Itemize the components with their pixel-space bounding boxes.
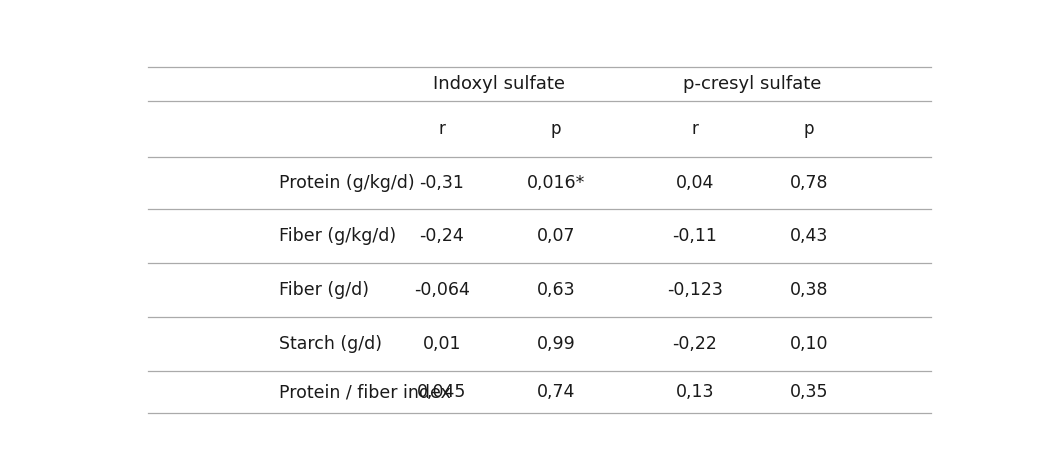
Text: Fiber (g/kg/d): Fiber (g/kg/d)	[278, 227, 396, 245]
Text: 0,10: 0,10	[790, 336, 829, 353]
Text: 0,43: 0,43	[790, 227, 828, 245]
Text: 0,35: 0,35	[790, 383, 829, 401]
Text: p: p	[551, 120, 561, 138]
Text: 0,63: 0,63	[537, 281, 575, 300]
Text: Fiber (g/d): Fiber (g/d)	[278, 281, 369, 300]
Text: p: p	[803, 120, 814, 138]
Text: Protein / fiber index: Protein / fiber index	[278, 383, 451, 401]
Text: 0,045: 0,045	[417, 383, 466, 401]
Text: 0,04: 0,04	[676, 174, 714, 192]
Text: -0,064: -0,064	[414, 281, 470, 300]
Text: 0,78: 0,78	[790, 174, 829, 192]
Text: -0,123: -0,123	[667, 281, 722, 300]
Text: 0,38: 0,38	[790, 281, 829, 300]
Text: r: r	[438, 120, 445, 138]
Text: 0,07: 0,07	[537, 227, 575, 245]
Text: -0,22: -0,22	[672, 336, 717, 353]
Text: Indoxyl sulfate: Indoxyl sulfate	[433, 75, 564, 93]
Text: 0,016*: 0,016*	[526, 174, 585, 192]
Text: -0,24: -0,24	[419, 227, 464, 245]
Text: r: r	[691, 120, 698, 138]
Text: Protein (g/kg/d): Protein (g/kg/d)	[278, 174, 414, 192]
Text: -0,11: -0,11	[672, 227, 717, 245]
Text: 0,01: 0,01	[422, 336, 461, 353]
Text: 0,13: 0,13	[675, 383, 714, 401]
Text: Starch (g/d): Starch (g/d)	[278, 336, 381, 353]
Text: 0,99: 0,99	[537, 336, 575, 353]
Text: 0,74: 0,74	[537, 383, 575, 401]
Text: -0,31: -0,31	[419, 174, 464, 192]
Text: p-cresyl sulfate: p-cresyl sulfate	[682, 75, 821, 93]
